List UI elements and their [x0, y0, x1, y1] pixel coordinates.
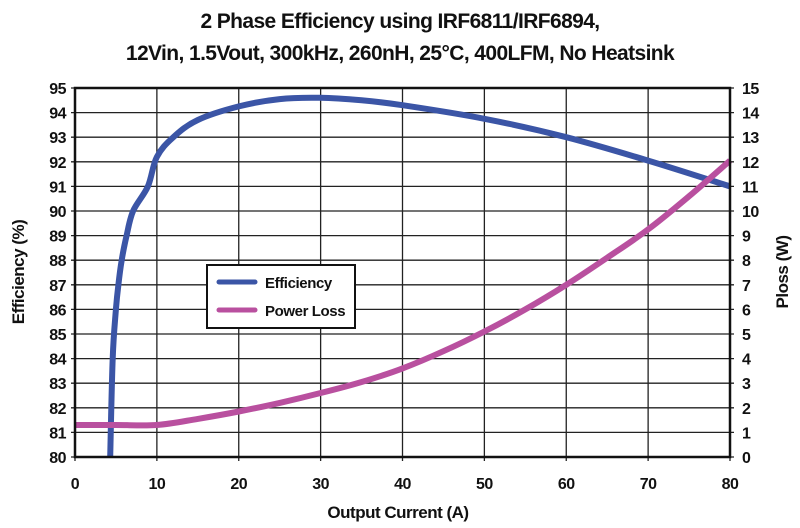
y-axis-label: Efficiency (%) — [9, 220, 28, 324]
y-tick-label: 92 — [49, 155, 66, 172]
y-tick-label: 80 — [49, 450, 66, 467]
x-tick-label: 50 — [476, 476, 493, 493]
y2-tick-label: 14 — [742, 106, 759, 123]
y-tick-label: 84 — [49, 352, 66, 369]
x-tick-label: 40 — [394, 476, 411, 493]
legend-box — [206, 264, 356, 329]
x-tick-label: 10 — [148, 476, 165, 493]
y2-tick-label: 8 — [742, 253, 751, 270]
y2-tick-label: 13 — [742, 130, 759, 147]
y2-tick-label: 12 — [742, 155, 759, 172]
chart-title: 2 Phase Efficiency using IRF6811/IRF6894… — [200, 10, 599, 33]
y-tick-label: 85 — [49, 327, 66, 344]
y-tick-label: 89 — [49, 229, 66, 246]
tick-labels: 0 10 20 30 40 50 60 70 8080818283848586878889909… — [49, 81, 760, 493]
y2-tick-label: 6 — [742, 302, 751, 319]
y-tick-label: 95 — [49, 81, 66, 98]
y2-tick-label: 7 — [742, 278, 751, 295]
y2-tick-label: 3 — [742, 376, 751, 393]
y-tick-label: 91 — [49, 179, 66, 196]
x-tick-label: 0 — [71, 476, 80, 493]
y-tick-label: 93 — [49, 130, 66, 147]
y2-tick-label: 11 — [742, 179, 759, 196]
y2-tick-label: 10 — [742, 204, 759, 221]
legend: Efficiency Power Loss — [206, 264, 356, 329]
x-tick-label: 20 — [230, 476, 247, 493]
x-axis-label: Output Current (A) — [327, 503, 468, 522]
y-tick-label: 87 — [49, 278, 66, 295]
x-tick-label: 30 — [312, 476, 329, 493]
y-tick-label: 94 — [49, 106, 66, 123]
y-tick-label: 82 — [49, 401, 66, 418]
y2-tick-label: 0 — [742, 450, 751, 467]
y2-tick-label: 5 — [742, 327, 751, 344]
y-tick-label: 88 — [49, 253, 66, 270]
y2-tick-label: 1 — [742, 425, 751, 442]
plot-frame — [73, 86, 732, 459]
series-power-loss-line — [74, 158, 732, 429]
y2-tick-label: 15 — [742, 81, 759, 98]
y-tick-label: 83 — [49, 376, 66, 393]
y2-tick-label: 4 — [742, 352, 751, 369]
x-tick-label: 80 — [722, 476, 739, 493]
x-tick-label: 60 — [558, 476, 575, 493]
legend-label-efficiency: Efficiency — [265, 275, 333, 292]
y-tick-label: 90 — [49, 204, 66, 221]
x-tick-label: 70 — [640, 476, 657, 493]
y2-tick-label: 2 — [742, 401, 751, 418]
series-lines — [74, 94, 732, 458]
y2-tick-label: 9 — [742, 229, 751, 246]
y2-axis-label: Ploss (W) — [773, 236, 792, 309]
series-efficiency-line — [107, 94, 731, 458]
legend-label-power-loss: Power Loss — [265, 303, 345, 320]
y-tick-label: 86 — [49, 302, 66, 319]
y-tick-label: 81 — [49, 425, 66, 442]
chart-subtitle: 12Vin, 1.5Vout, 300kHz, 260nH, 25°C, 400… — [126, 42, 675, 65]
